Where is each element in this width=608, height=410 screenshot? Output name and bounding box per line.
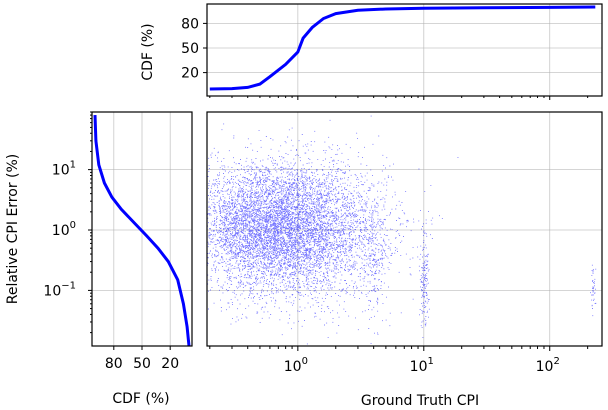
top-cdf-panel: 20 50 80 CDF (%)	[140, 3, 603, 100]
left-cdf-xtick-label: 50	[133, 356, 151, 372]
top-cdf-ytick-label: 80	[181, 16, 199, 32]
left-cdf-xticks: 80 50 20	[105, 346, 179, 372]
left-cdf-xtick-label: 80	[105, 356, 123, 372]
left-cdf-xtick-label: 20	[161, 356, 179, 372]
top-cdf-grid	[207, 4, 602, 96]
scatter-xticks: 100 101 102	[209, 346, 589, 375]
left-cdf-ytick-label: 100	[52, 220, 76, 239]
left-cdf-ytick-label: 10−1	[43, 280, 76, 299]
scatter-xlabel: Ground Truth CPI	[361, 393, 479, 409]
top-cdf-frame	[206, 3, 603, 97]
left-cdf-panel: 80 50 20 10−1 100 101 CDF (%) Relative CPI E…	[5, 111, 193, 407]
left-cdf-line	[93, 115, 191, 347]
scatter-xtick-label: 101	[410, 356, 434, 375]
scatter-xtick-label: 102	[536, 356, 560, 375]
left-cdf-ylabel: Relative CPI Error (%)	[5, 154, 21, 305]
scatter-points	[207, 115, 597, 345]
left-cdf-xlabel: CDF (%)	[112, 391, 169, 407]
top-cdf-ytick-label: 50	[181, 41, 199, 57]
top-cdf-yticks: 20 50 80	[181, 16, 589, 100]
top-cdf-line	[209, 5, 596, 91]
top-cdf-ytick-label: 20	[181, 66, 199, 82]
scatter-xtick-label: 100	[284, 356, 308, 375]
scatter-point-cloud	[207, 115, 597, 345]
scatter-panel: 100 101 102 Ground Truth CPI	[206, 111, 603, 409]
left-cdf-yticks: 10−1 100 101	[43, 111, 92, 334]
left-cdf-ytick-label: 101	[52, 160, 76, 179]
top-cdf-ylabel: CDF (%)	[140, 23, 156, 80]
